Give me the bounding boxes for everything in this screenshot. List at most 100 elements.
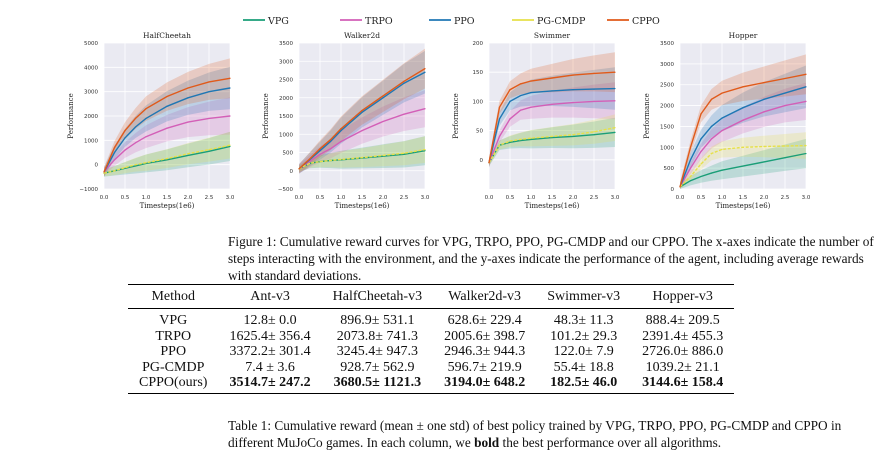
y-axis-label: Performance bbox=[67, 93, 75, 138]
point-vpg bbox=[403, 153, 405, 155]
header-hopper: Hopper-v3 bbox=[631, 284, 735, 309]
chart-title: Swimmer bbox=[534, 31, 571, 40]
point-trpo bbox=[593, 100, 595, 102]
band-vpg bbox=[680, 138, 806, 189]
legend-label-trpo: TRPO bbox=[365, 16, 393, 27]
point-cppo bbox=[298, 168, 300, 170]
point-vpg bbox=[229, 145, 231, 148]
x-tick-label: 2.0 bbox=[184, 195, 193, 201]
table-caption-bold: bold bbox=[474, 435, 500, 450]
point-cppo bbox=[340, 128, 342, 130]
point-vpg bbox=[742, 165, 744, 167]
point-ppo bbox=[208, 91, 210, 93]
x-tick-label: 3.0 bbox=[226, 195, 235, 201]
point-ppo bbox=[229, 87, 231, 89]
x-tick-label: 3.0 bbox=[611, 195, 620, 201]
point-ppo bbox=[134, 126, 137, 128]
point-trpo bbox=[498, 135, 501, 138]
table-cell: 2946.3± 944.3 bbox=[444, 344, 526, 360]
y-axis-label: Performance bbox=[643, 93, 651, 138]
point-pg-cmdp bbox=[308, 162, 311, 165]
figure-caption: Figure 1: Cumulative reward curves for V… bbox=[228, 234, 874, 283]
x-tick-label: 0.5 bbox=[121, 195, 130, 201]
y-tick-label: 50 bbox=[476, 129, 483, 135]
point-vpg bbox=[572, 135, 574, 138]
point-ppo bbox=[145, 117, 147, 120]
header-method: Method bbox=[128, 284, 219, 309]
y-tick-label: 2500 bbox=[660, 83, 674, 89]
table-cell: 896.9± 531.1 bbox=[340, 313, 415, 328]
series-line-pg-cmdp bbox=[298, 148, 426, 170]
y-tick-label: 1500 bbox=[279, 114, 293, 120]
point-pg-cmdp bbox=[103, 172, 105, 174]
point-ppo bbox=[614, 87, 616, 90]
chart-title: HalfCheetah bbox=[143, 31, 191, 40]
point-cppo bbox=[805, 73, 807, 75]
header-swimmer: Swimmer-v3 bbox=[536, 284, 632, 309]
point-ppo bbox=[329, 140, 332, 143]
point-ppo bbox=[763, 98, 765, 100]
x-tick-label: 2.0 bbox=[379, 195, 388, 201]
point-ppo bbox=[124, 137, 126, 139]
table-cell: 928.7± 562.9 bbox=[340, 359, 415, 375]
y-tick-label: 500 bbox=[664, 166, 675, 172]
point-vpg bbox=[710, 172, 713, 174]
point-trpo bbox=[784, 104, 786, 107]
point-pg-cmdp bbox=[519, 138, 522, 140]
point-pg-cmdp bbox=[187, 153, 189, 155]
y-tick-label: 5000 bbox=[84, 41, 98, 47]
table-cell-best: 3680.5± 1121.3 bbox=[321, 375, 434, 394]
point-trpo bbox=[113, 159, 116, 161]
y-tick-label: 3000 bbox=[279, 59, 293, 65]
point-cppo bbox=[124, 130, 126, 132]
point-cppo bbox=[530, 80, 532, 82]
table-cell: 12.8± 0.0 bbox=[243, 313, 297, 328]
point-cppo bbox=[593, 72, 595, 74]
y-tick-label: 4000 bbox=[84, 65, 98, 71]
band-vpg bbox=[299, 136, 425, 173]
point-trpo bbox=[763, 111, 765, 113]
point-ppo bbox=[721, 117, 723, 119]
results-table: Method Ant-v3 HalfCheetah-v3 Walker2d-v3… bbox=[128, 284, 735, 394]
x-tick-label: 0.0 bbox=[100, 195, 109, 201]
point-trpo bbox=[572, 101, 574, 104]
point-vpg bbox=[784, 157, 786, 159]
point-trpo bbox=[424, 108, 426, 110]
point-ppo bbox=[403, 82, 405, 84]
point-trpo bbox=[519, 109, 522, 111]
y-tick-label: 3500 bbox=[279, 41, 293, 47]
x-tick-label: 2.5 bbox=[205, 195, 214, 201]
point-ppo bbox=[784, 92, 786, 94]
point-trpo bbox=[721, 130, 723, 132]
point-pg-cmdp bbox=[784, 145, 786, 147]
y-tick-label: 0 bbox=[95, 163, 99, 169]
legend-label-cppo: CPPO bbox=[632, 16, 660, 27]
table-cell: 888.4± 209.5 bbox=[645, 313, 720, 328]
point-trpo bbox=[229, 115, 231, 117]
y-tick-label: 2000 bbox=[660, 104, 674, 110]
table-cell: 122.0± 7.9 bbox=[553, 344, 614, 360]
band-pg-cmdp bbox=[489, 114, 615, 166]
y-tick-label: 2000 bbox=[279, 96, 293, 102]
point-cppo bbox=[488, 162, 490, 164]
y-tick-label: −1000 bbox=[79, 187, 98, 193]
point-cppo bbox=[308, 158, 311, 160]
point-ppo bbox=[593, 88, 595, 90]
point-cppo bbox=[700, 113, 702, 115]
x-axis-label: Timesteps(1e6) bbox=[525, 202, 580, 210]
point-vpg bbox=[166, 159, 168, 161]
table-cell: PG-CMDP bbox=[142, 359, 205, 375]
x-tick-label: 0.0 bbox=[676, 195, 685, 201]
point-pg-cmdp bbox=[742, 146, 744, 148]
y-axis-label: Performance bbox=[452, 93, 460, 138]
point-ppo bbox=[319, 150, 321, 152]
chart-hopper: 0 500 1000 1500 2000 2500 3000 3500 0.0 0.5 1.0 1.5… bbox=[636, 26, 814, 226]
x-tick-label: 0.0 bbox=[485, 195, 494, 201]
y-tick-label: 150 bbox=[473, 70, 484, 76]
point-cppo bbox=[689, 146, 692, 148]
point-cppo bbox=[229, 77, 231, 79]
point-pg-cmdp bbox=[700, 163, 702, 165]
point-pg-cmdp bbox=[805, 145, 807, 147]
header-walker2d: Walker2d-v3 bbox=[433, 284, 537, 309]
series-line-pg-cmdp bbox=[679, 144, 807, 188]
